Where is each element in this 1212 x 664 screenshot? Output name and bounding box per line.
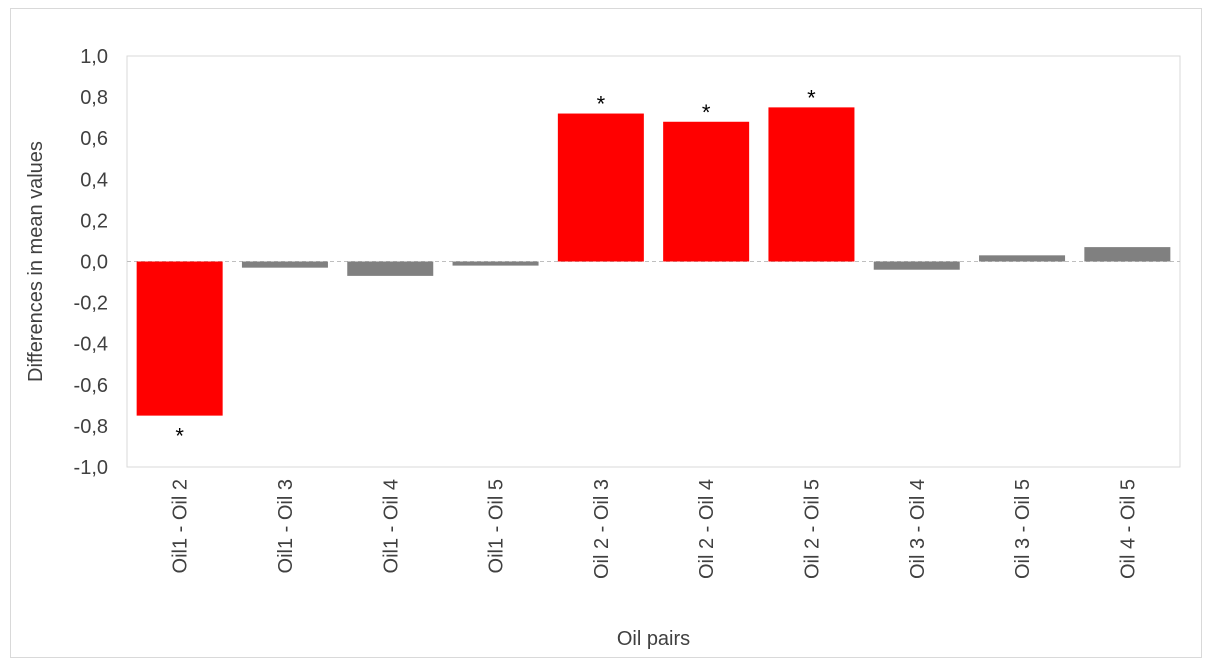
x-axis-title: Oil pairs bbox=[617, 628, 690, 650]
y-tick-label: -0,8 bbox=[74, 416, 108, 438]
bar bbox=[241, 261, 328, 268]
x-tick-label: Oil1 - Oil 4 bbox=[380, 479, 402, 573]
x-tick-label: Oil 2 - Oil 4 bbox=[696, 479, 718, 579]
x-tick-label: Oil1 - Oil 3 bbox=[275, 479, 297, 573]
bar bbox=[979, 255, 1066, 262]
x-tick-label: Oil 3 - Oil 4 bbox=[907, 479, 929, 579]
y-tick-label: -1,0 bbox=[74, 457, 108, 479]
significance-marker: * bbox=[175, 424, 184, 449]
bar bbox=[557, 113, 644, 262]
x-tick-label: Oil 2 - Oil 5 bbox=[801, 479, 823, 579]
x-tick-label: Oil1 - Oil 5 bbox=[486, 479, 508, 573]
y-tick-label: 1,0 bbox=[80, 46, 108, 68]
x-tick-label: Oil 2 - Oil 3 bbox=[591, 479, 613, 579]
y-tick-label: -0,2 bbox=[74, 293, 108, 315]
y-tick-label: 0,8 bbox=[80, 87, 108, 109]
bar bbox=[768, 107, 855, 262]
y-tick-label: 0,0 bbox=[80, 252, 108, 274]
significance-marker: * bbox=[597, 92, 606, 117]
y-tick-label: 0,4 bbox=[80, 169, 108, 191]
bar bbox=[452, 261, 539, 266]
significance-marker: * bbox=[807, 85, 816, 110]
x-tick-label: Oil1 - Oil 2 bbox=[170, 479, 192, 573]
bar bbox=[136, 261, 223, 416]
significance-marker: * bbox=[702, 100, 711, 125]
y-tick-label: 0,6 bbox=[80, 128, 108, 150]
bar bbox=[873, 261, 960, 270]
x-tick-label: Oil 4 - Oil 5 bbox=[1117, 479, 1139, 579]
y-tick-label: 0,2 bbox=[80, 210, 108, 232]
bar bbox=[663, 121, 750, 262]
y-axis-title: Differences in mean values bbox=[25, 141, 47, 382]
x-tick-label: Oil 3 - Oil 5 bbox=[1012, 479, 1034, 579]
bar bbox=[347, 261, 434, 276]
y-tick-label: -0,6 bbox=[74, 375, 108, 397]
y-tick-label: -0,4 bbox=[74, 334, 108, 356]
bar bbox=[1084, 247, 1171, 262]
